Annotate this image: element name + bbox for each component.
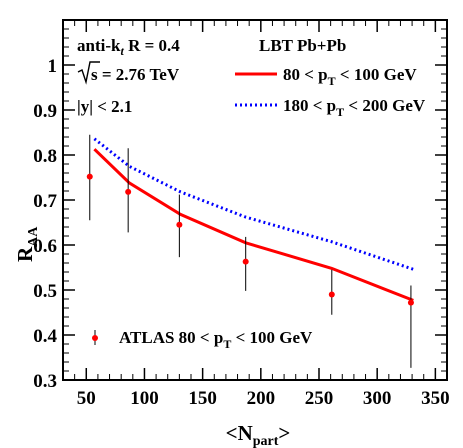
annotation-jet-alg: anti-kt R = 0.4 — [77, 36, 180, 58]
series-layer — [93, 137, 414, 302]
y-tick-label: 1 — [48, 56, 58, 77]
data-points-layer — [86, 134, 414, 368]
legend-label-series-1: 80 < pT < 100 GeV — [283, 65, 417, 88]
data-point — [242, 258, 249, 265]
x-tick-label: 100 — [130, 388, 159, 409]
series-line-2 — [93, 137, 414, 271]
data-point — [328, 291, 335, 298]
y-tick-label: 0.9 — [33, 101, 57, 122]
data-point — [125, 188, 132, 195]
y-tick-label: 0.3 — [33, 371, 57, 392]
x-tick-label: 300 — [363, 388, 392, 409]
legend-label-series-2: 180 < pT < 200 GeV — [283, 96, 426, 119]
data-point — [176, 221, 183, 228]
annotation-model: LBT Pb+Pb — [259, 36, 346, 55]
axis-tick-labels: 50 100 150 200 250 300 350 0.3 0.4 0.5 0.6 0.7 0.8 0.… — [33, 56, 449, 409]
legend-label-atlas: ATLAS 80 < pT < 100 GeV — [119, 328, 313, 351]
annotation-rapidity: |y| < 2.1 — [77, 97, 132, 116]
x-tick-label: 150 — [188, 388, 217, 409]
sqrt-icon — [77, 61, 100, 85]
y-tick-label: 0.4 — [33, 326, 57, 347]
y-tick-label: 0.5 — [33, 281, 57, 302]
annotation-energy: s = 2.76 TeV — [77, 61, 180, 85]
x-tick-label: 250 — [305, 388, 334, 409]
data-point — [86, 173, 93, 180]
axis-ticks — [63, 20, 447, 381]
x-axis-title: <Npart> — [226, 421, 291, 448]
annotation-energy-text: s = 2.76 TeV — [91, 65, 180, 84]
x-tick-label: 350 — [421, 388, 450, 409]
data-point — [407, 299, 414, 306]
y-tick-label: 0.8 — [33, 146, 57, 167]
y-tick-label: 0.6 — [33, 236, 57, 257]
y-tick-label: 0.7 — [33, 191, 57, 212]
x-tick-label: 50 — [77, 388, 96, 409]
y-axis-title: RAA — [13, 226, 41, 262]
legend-marker-atlas — [92, 335, 98, 341]
series-line-1 — [93, 148, 414, 302]
legend: 80 < pT < 100 GeV 180 < pT < 200 GeV ATL… — [92, 65, 426, 351]
x-tick-label: 200 — [247, 388, 276, 409]
